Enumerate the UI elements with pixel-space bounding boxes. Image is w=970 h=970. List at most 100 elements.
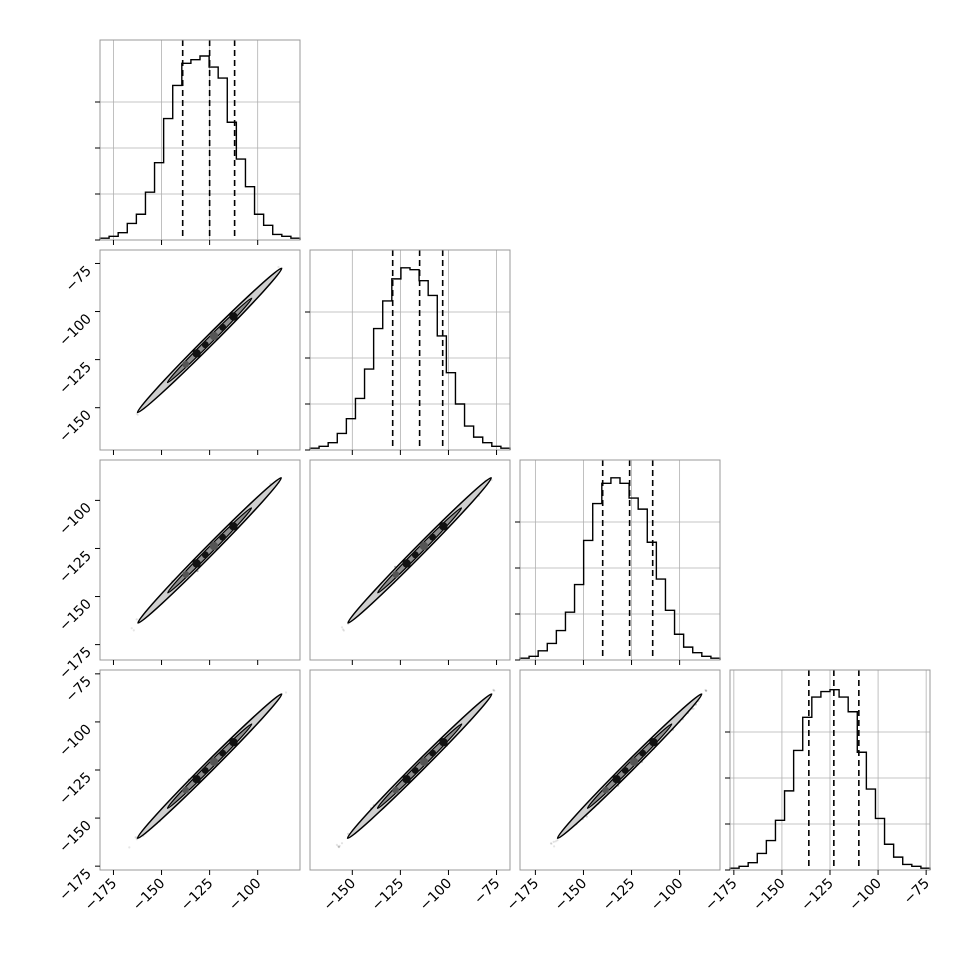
hist-panel-4: −175 −150 −125 −100 −75 [702, 669, 933, 915]
sample-point [550, 842, 553, 845]
y-tick-label: −175 [56, 644, 95, 683]
sample-point [705, 689, 708, 692]
density-core [411, 551, 419, 559]
hist-panel-2 [305, 249, 511, 455]
x-tick-label: −100 [846, 876, 885, 915]
density-core [219, 749, 227, 757]
x-tick-label: −125 [600, 876, 639, 915]
sample-point [130, 627, 133, 630]
x-tick-label: −150 [552, 876, 591, 915]
density-core [229, 522, 238, 531]
density-core [182, 786, 190, 794]
density-core [392, 571, 400, 578]
density-core [429, 749, 437, 757]
density-core [192, 559, 201, 568]
density-core [402, 559, 411, 568]
sample-point [135, 412, 138, 415]
scatter-panel-frame [99, 459, 301, 661]
sample-point [277, 265, 280, 269]
density-core [192, 775, 201, 784]
density-core [621, 767, 629, 774]
density-core [419, 541, 429, 551]
histogram-step [309, 267, 511, 450]
scatter-panel-frame [99, 249, 301, 451]
histogram-step [729, 688, 931, 870]
histogram-step [519, 477, 721, 660]
density-core [629, 757, 639, 766]
x-tick-label: −150 [130, 876, 169, 915]
scatter-panel-frame [309, 459, 511, 661]
sample-point [134, 836, 137, 839]
x-tick-label: −150 [750, 876, 789, 915]
density-core [209, 541, 219, 551]
scatter-panel-frame [309, 669, 511, 871]
hist-panel-bg [100, 40, 300, 240]
density-core [182, 571, 190, 578]
sample-point [492, 688, 495, 692]
hist-panel-frame [309, 249, 511, 451]
sample-point [556, 839, 559, 842]
y-tick-label: −150 [56, 818, 95, 857]
scatter-panel-3-1: −175 −150 −125 −100 [56, 459, 301, 683]
x-tick-label: −125 [369, 876, 408, 915]
scatter-panel-frame [519, 669, 721, 871]
density-core [209, 757, 219, 766]
density-core [639, 749, 647, 757]
sample-point [337, 846, 341, 849]
hist-panel-frame [519, 459, 721, 661]
hist-panel-bg [310, 250, 510, 450]
density-core [192, 349, 201, 358]
scatter-panel-3-2 [309, 459, 511, 665]
x-tick-label: −175 [702, 876, 741, 915]
sample-point [585, 815, 588, 818]
y-tick-label: −100 [56, 311, 95, 350]
x-tick-label: −175 [504, 876, 543, 915]
sample-point [705, 689, 708, 692]
sample-point [705, 689, 708, 692]
sample-point [341, 628, 345, 631]
scatter-panel-plot [335, 688, 496, 849]
sample-point [340, 626, 344, 629]
hist-panel-1 [95, 39, 301, 245]
density-core [201, 341, 209, 349]
scatter-panel-plot [340, 477, 493, 632]
sample-point [704, 688, 707, 692]
density-core [201, 551, 209, 559]
density-core [612, 775, 621, 784]
scatter-panel-4-1: −175−150−125−100−75−175 −150 −125 −100 [56, 669, 301, 915]
density-core [649, 738, 658, 747]
x-tick-label: −100 [417, 876, 456, 915]
density-core [229, 312, 238, 321]
x-tick-label: −125 [178, 876, 217, 915]
sample-point [553, 845, 556, 848]
histogram-step [99, 55, 301, 240]
x-tick-label: −100 [648, 876, 687, 915]
density-core [219, 533, 227, 541]
y-tick-label: −125 [56, 359, 95, 398]
x-tick-label: −100 [226, 876, 265, 915]
density-core [402, 775, 411, 784]
density-core [439, 738, 448, 747]
sample-point [692, 707, 695, 710]
sample-point [554, 840, 557, 843]
density-core [419, 757, 429, 766]
density-core [182, 360, 190, 368]
scatter-panel-4-3: −175 −150 −125 −100 [504, 669, 721, 915]
sample-point [549, 842, 553, 845]
sample-point [493, 689, 496, 692]
y-tick-label: −100 [56, 721, 95, 760]
hist-panel-bg [520, 460, 720, 660]
scatter-panel-plot [128, 691, 288, 849]
sample-point [135, 618, 138, 621]
sample-point [136, 413, 139, 416]
y-tick-label: −150 [56, 596, 95, 635]
sample-point [337, 845, 340, 849]
x-tick-label: −150 [321, 876, 360, 915]
sample-point [340, 842, 344, 845]
x-tick-label: −75 [901, 876, 933, 908]
y-tick-label: −100 [56, 500, 95, 539]
density-core [209, 331, 219, 341]
density-core [392, 786, 400, 794]
y-tick-label: −150 [56, 407, 95, 446]
